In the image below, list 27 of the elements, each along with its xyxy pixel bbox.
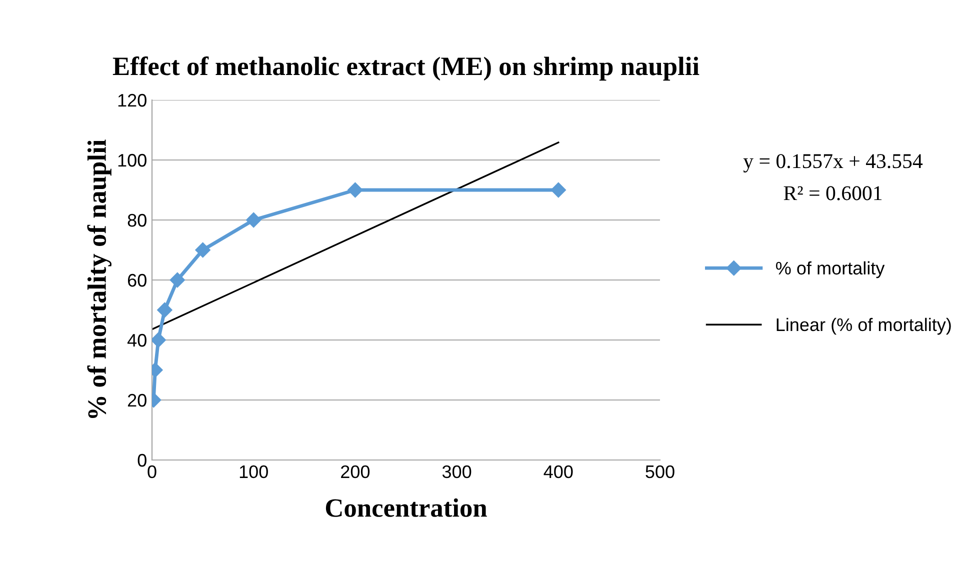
x-axis-title: Concentration xyxy=(326,498,487,517)
legend-label: % of mortality xyxy=(776,261,885,278)
y-tick-label: 120 xyxy=(118,94,146,107)
text: y = 0.1557x + 43.554 xyxy=(743,154,923,172)
y-tick-label: 20 xyxy=(128,394,146,407)
y-tick-label: 0 xyxy=(138,454,146,467)
x-tick-label: 0 xyxy=(148,465,156,478)
y-tick-label: 100 xyxy=(118,154,146,167)
point xyxy=(550,182,566,198)
y-tick-label: 80 xyxy=(128,214,146,227)
point xyxy=(246,212,262,228)
y-tick-label: 40 xyxy=(127,334,146,347)
legend-label: Linear (% of mortality) xyxy=(776,318,951,335)
text: R² = 0.6001 xyxy=(784,186,882,200)
point xyxy=(152,332,166,348)
x-tick-label: 500 xyxy=(646,465,674,478)
point xyxy=(170,272,185,288)
x-tick-label: 100 xyxy=(240,465,268,478)
x-tick-label: 400 xyxy=(544,465,573,478)
point xyxy=(157,302,172,318)
point xyxy=(195,242,210,258)
chart-title: Effect of methanolic extract (ME) on shrimp nauplii xyxy=(112,56,700,81)
y-tick-label: 60 xyxy=(128,274,146,287)
point xyxy=(348,182,363,198)
y-axis-title: % of mortality of nauplii xyxy=(87,140,112,418)
x-tick-label: 300 xyxy=(442,465,472,478)
x-tick-label: 200 xyxy=(341,465,370,478)
